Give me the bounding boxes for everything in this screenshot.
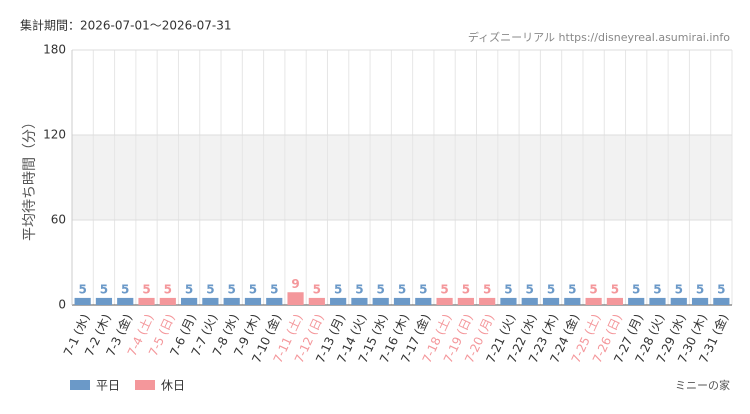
bar <box>542 297 560 305</box>
value-label: 5 <box>227 282 235 296</box>
legend-label: 休日 <box>161 379 185 393</box>
value-label: 5 <box>589 282 597 296</box>
value-label: 5 <box>440 282 448 296</box>
bar <box>244 297 262 305</box>
value-label: 5 <box>398 282 406 296</box>
value-label: 9 <box>291 277 299 291</box>
bar <box>393 297 411 305</box>
legend-label: 平日 <box>96 379 120 393</box>
value-label: 5 <box>611 282 619 296</box>
bar <box>649 297 666 305</box>
bar <box>436 297 453 305</box>
bar <box>223 297 240 305</box>
value-label: 5 <box>568 282 576 296</box>
value-label: 5 <box>334 282 342 296</box>
bar <box>585 297 602 305</box>
bar <box>138 297 155 305</box>
value-label: 5 <box>675 282 683 296</box>
value-label: 5 <box>632 282 640 296</box>
value-label: 5 <box>270 282 278 296</box>
bar <box>521 297 538 305</box>
bar <box>287 292 304 305</box>
value-label: 5 <box>121 282 129 296</box>
bar <box>713 297 730 305</box>
value-label: 5 <box>419 282 427 296</box>
value-label: 5 <box>206 282 214 296</box>
bar <box>691 297 709 305</box>
bar <box>457 297 474 305</box>
value-label: 5 <box>185 282 193 296</box>
bar <box>351 297 368 305</box>
bar <box>117 297 134 305</box>
value-label: 5 <box>355 282 363 296</box>
value-label: 5 <box>462 282 470 296</box>
y-tick-label: 180 <box>43 43 66 57</box>
bar <box>500 297 517 305</box>
bar <box>308 297 325 305</box>
bar <box>74 297 91 305</box>
bar <box>670 297 687 305</box>
bar <box>606 297 623 305</box>
bar <box>372 297 389 305</box>
value-label: 5 <box>313 282 321 296</box>
value-label: 5 <box>249 282 257 296</box>
period: 集計期間：2026-07-01～2026-07-31 <box>20 18 231 33</box>
bar <box>628 297 645 305</box>
value-label: 5 <box>547 282 555 296</box>
y-tick-label: 0 <box>58 298 66 312</box>
y-tick-label: 60 <box>51 213 66 227</box>
value-label: 5 <box>483 282 491 296</box>
shaded-band <box>72 135 732 220</box>
value-label: 5 <box>164 282 172 296</box>
bar <box>415 297 432 305</box>
bar <box>330 297 347 305</box>
value-label: 5 <box>142 282 150 296</box>
value-label: 5 <box>504 282 512 296</box>
y-tick-label: 120 <box>43 128 66 142</box>
bar <box>181 297 198 305</box>
legend-swatch <box>135 380 155 390</box>
value-label: 5 <box>717 282 725 296</box>
bar <box>479 297 496 305</box>
bar <box>266 297 283 305</box>
legend-swatch <box>70 380 90 390</box>
value-label: 5 <box>526 282 534 296</box>
bar <box>202 297 219 305</box>
y-axis-label: 平均待ち時間（分） <box>22 115 38 241</box>
value-label: 5 <box>100 282 108 296</box>
bar <box>564 297 581 305</box>
value-label: 5 <box>696 282 704 296</box>
footer: ミニーの家 <box>675 378 730 392</box>
value-label: 5 <box>653 282 661 296</box>
source: ディズニーリアル https://disneyreal.asumirai.inf… <box>468 30 730 44</box>
value-label: 5 <box>377 282 385 296</box>
bar <box>159 297 176 305</box>
value-label: 5 <box>78 282 86 296</box>
bar <box>95 297 113 305</box>
